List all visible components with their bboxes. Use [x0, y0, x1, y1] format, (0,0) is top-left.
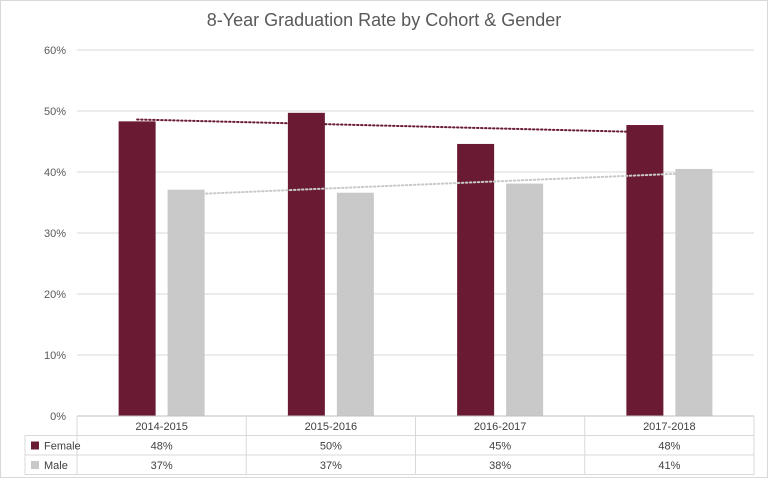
- x-tick-label: 2015-2016: [305, 421, 358, 433]
- data-label-male: 41%: [658, 460, 680, 472]
- y-axis: 0% 10% 20% 30% 40% 50% 60%: [44, 45, 66, 423]
- bar-male-2015-2016: [336, 192, 374, 416]
- y-tick-label: 40%: [44, 167, 66, 179]
- bars: [118, 112, 713, 417]
- legend-key-female: [31, 441, 39, 450]
- data-label-female: 48%: [658, 441, 680, 453]
- y-tick-label: 60%: [44, 45, 66, 57]
- bar-male-2016-2017: [506, 183, 544, 416]
- x-tick-label: 2016-2017: [474, 421, 527, 433]
- x-tick-label: 2014-2015: [135, 421, 188, 433]
- chart-title: 8-Year Graduation Rate by Cohort & Gende…: [206, 10, 562, 30]
- data-label-male: 38%: [489, 460, 511, 472]
- bar-female-2014-2015: [118, 121, 156, 417]
- trendline-female: [136, 118, 646, 134]
- y-tick-label: 50%: [44, 106, 66, 118]
- y-tick-label: 10%: [44, 350, 66, 362]
- trendlines: [136, 118, 695, 196]
- data-label-female: 48%: [151, 441, 173, 453]
- bar-male-2014-2015: [167, 189, 205, 416]
- bar-female-2017-2018: [626, 125, 664, 416]
- data-table: 2014-2015 2015-2016 2016-2017 2017-2018 Fema…: [24, 415, 755, 475]
- y-tick-label: 0%: [50, 411, 66, 423]
- legend-key-male: [31, 461, 39, 469]
- data-label-male: 37%: [151, 460, 173, 472]
- bar-male-2017-2018: [675, 168, 713, 416]
- data-label-female: 45%: [489, 441, 511, 453]
- bar-female-2015-2016: [287, 112, 325, 416]
- y-tick-label: 30%: [44, 228, 66, 240]
- data-label-male: 37%: [320, 460, 342, 472]
- bar-female-2016-2017: [457, 143, 495, 416]
- data-label-female: 50%: [320, 441, 342, 453]
- legend-label-male: Male: [44, 460, 68, 472]
- x-tick-label: 2017-2018: [643, 421, 696, 433]
- trendline-male: [185, 172, 695, 196]
- legend-label-female: Female: [44, 441, 81, 453]
- y-tick-label: 20%: [44, 289, 66, 301]
